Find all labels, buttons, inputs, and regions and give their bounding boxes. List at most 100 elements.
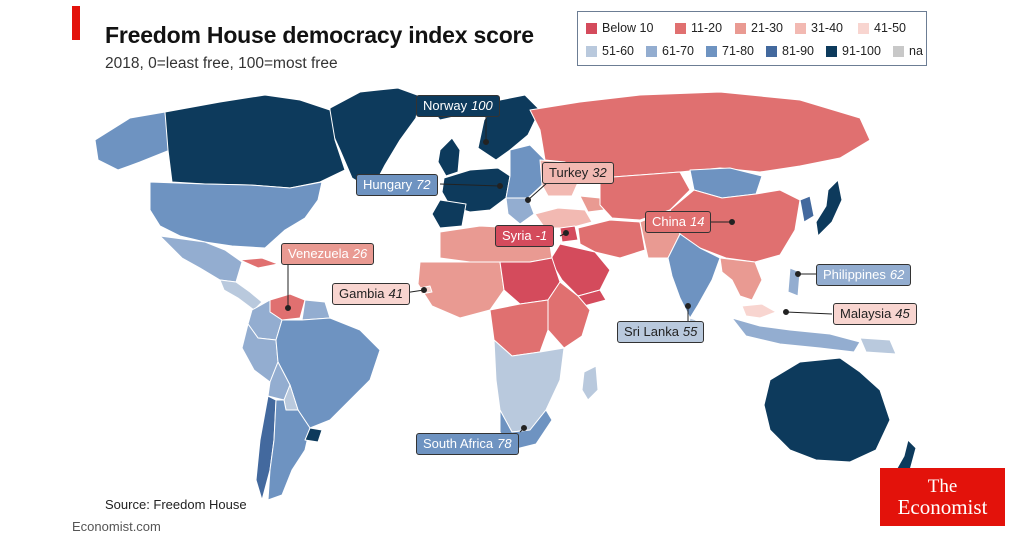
greenland	[329, 87, 421, 191]
callout-country: Venezuela	[288, 246, 349, 261]
legend-item-11-20: 11-20	[675, 20, 722, 36]
syria	[559, 225, 579, 243]
korea	[799, 195, 815, 223]
legend-item-51-60: 51-60	[586, 43, 634, 59]
callout-score: 72	[416, 177, 431, 192]
callout-country: Norway	[423, 98, 468, 113]
callout-score: 62	[889, 267, 905, 282]
australia	[763, 357, 891, 463]
callout-country: China	[652, 214, 686, 229]
callout-score: 78	[497, 436, 512, 451]
callout-malaysia: Malaysia 45	[833, 303, 917, 325]
legend-swatch	[646, 45, 657, 57]
bolivia	[267, 361, 291, 401]
legend-swatch	[706, 45, 717, 57]
callout-score: 26	[352, 246, 368, 261]
legend-swatch	[858, 22, 869, 34]
callout-norway: Norway 100	[416, 95, 500, 117]
callout-country: Syria	[502, 228, 532, 243]
legend: Below 10 11-20 21-30 31-40 41-50 51-60 6…	[577, 11, 927, 66]
brand-red-bar	[72, 6, 80, 40]
callout-country: South Africa	[423, 436, 494, 451]
chart-title: Freedom House democracy index score	[105, 22, 534, 48]
callout-country: Gambia	[339, 286, 385, 301]
legend-item-21-30: 21-30	[735, 20, 783, 36]
legend-label: 51-60	[602, 44, 634, 58]
eastern-europe	[505, 144, 546, 199]
legend-item-41-50: 41-50	[858, 20, 906, 36]
canada	[164, 94, 346, 189]
legend-label: Below 10	[602, 21, 654, 35]
alaska	[94, 111, 171, 171]
iraq-iran	[577, 219, 646, 259]
callout-score: 55	[682, 324, 698, 339]
legend-item-91-100: 91-100	[826, 43, 881, 59]
legend-label: 11-20	[691, 21, 723, 35]
legend-label: 81-90	[782, 44, 814, 58]
legend-label: 41-50	[874, 21, 906, 35]
uruguay	[304, 427, 323, 443]
callout-score: 100	[471, 98, 493, 113]
uk-ireland	[437, 137, 461, 177]
madagascar	[581, 365, 599, 401]
legend-swatch	[795, 22, 806, 34]
legend-swatch	[586, 22, 597, 34]
callout-turkey: Turkey 32	[542, 162, 614, 184]
papua-new-guinea	[859, 337, 897, 355]
credit-link[interactable]: Economist.com	[72, 519, 161, 534]
legend-item-below-10: Below 10	[586, 20, 653, 36]
legend-label: 31-40	[811, 21, 843, 35]
callout-score: 32	[592, 165, 607, 180]
callout-country: Sri Lanka	[624, 324, 679, 339]
legend-swatch	[826, 45, 837, 57]
legend-swatch	[675, 22, 686, 34]
legend-label: 91-100	[842, 44, 881, 58]
callout-gambia: Gambia 41	[332, 283, 410, 305]
legend-item-71-80: 71-80	[706, 43, 754, 59]
india	[667, 233, 721, 319]
callout-score: 14	[689, 214, 705, 229]
legend-label: 21-30	[751, 21, 783, 35]
malaysia	[741, 303, 777, 319]
cuba	[239, 257, 279, 269]
legend-swatch	[893, 45, 904, 57]
callout-sri-lanka: Sri Lanka 55	[617, 321, 705, 343]
legend-label: 71-80	[722, 44, 754, 58]
logo-line-1: The	[927, 476, 958, 497]
callout-philippines: Philippines 62	[816, 264, 912, 286]
legend-label: na	[909, 44, 923, 58]
legend-item-31-40: 31-40	[795, 20, 843, 36]
legend-swatch	[586, 45, 597, 57]
callout-syria: Syria -1	[495, 225, 555, 247]
source-note: Source: Freedom House	[105, 497, 247, 512]
logo-line-2: Economist	[897, 495, 988, 519]
indonesia	[731, 317, 861, 353]
argentina	[267, 399, 311, 501]
callout-score: -1	[535, 228, 548, 243]
callout-country: Hungary	[363, 177, 413, 192]
economist-logo[interactable]: The Economist	[880, 468, 1005, 526]
guianas	[301, 299, 331, 321]
callout-country: Philippines	[823, 267, 886, 282]
legend-item-81-90: 81-90	[766, 43, 814, 59]
iberia	[431, 199, 467, 229]
callout-south-africa: South Africa 78	[416, 433, 519, 455]
legend-item-61-70: 61-70	[646, 43, 694, 59]
usa	[149, 181, 323, 249]
legend-swatch	[735, 22, 746, 34]
legend-swatch	[766, 45, 777, 57]
callout-country: Malaysia	[840, 306, 892, 321]
callout-score: 41	[388, 286, 403, 301]
central-america	[219, 279, 263, 311]
balkans	[505, 197, 535, 225]
legend-item-na: na	[893, 43, 923, 59]
callout-china: China 14	[645, 211, 712, 233]
legend-label: 61-70	[662, 44, 694, 58]
callout-score: 45	[895, 306, 910, 321]
japan	[815, 179, 843, 237]
southeast-asia	[719, 257, 763, 301]
callout-venezuela: Venezuela 26	[281, 243, 375, 265]
western-europe	[441, 167, 511, 213]
callout-country: Turkey	[549, 165, 589, 180]
chart-subtitle: 2018, 0=least free, 100=most free	[105, 55, 338, 72]
